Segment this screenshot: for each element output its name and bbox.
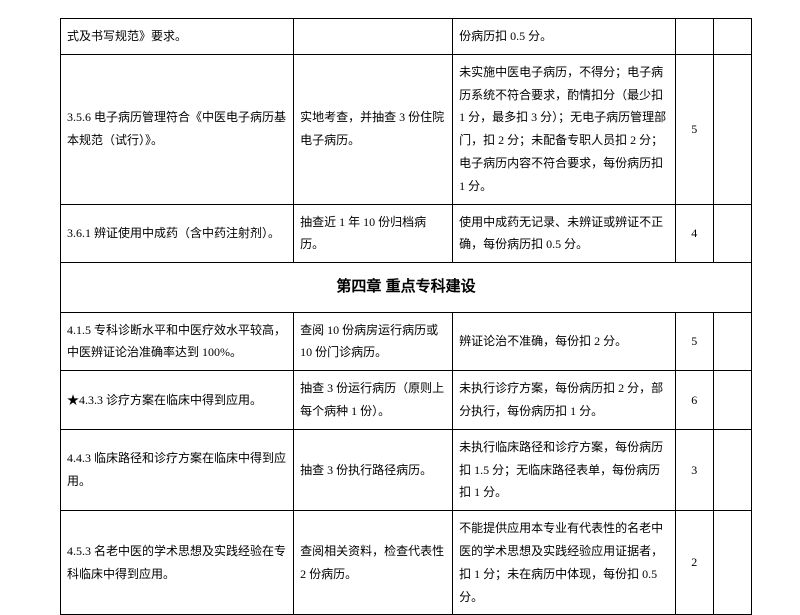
cell-c5	[713, 54, 751, 204]
cell-c5	[713, 19, 751, 55]
cell-c4: 5	[675, 312, 713, 371]
table-row: 式及书写规范》要求。 份病历扣 0.5 分。	[61, 19, 752, 55]
table-row: 4.1.5 专科诊断水平和中医疗效水平较高，中医辨证论治准确率达到 100%。查…	[61, 312, 752, 371]
cell-c5	[713, 511, 751, 615]
cell-c2	[294, 19, 453, 55]
cell-c3: 未实施中医电子病历，不得分；电子病历系统不符合要求，酌情扣分（最少扣 1 分，最…	[453, 54, 676, 204]
table-row: 3.5.6 电子病历管理符合《中医电子病历基本规范（试行）》。实地考查，并抽查 …	[61, 54, 752, 204]
cell-c4: 6	[675, 371, 713, 430]
cell-c1: 3.5.6 电子病历管理符合《中医电子病历基本规范（试行）》。	[61, 54, 294, 204]
section-header: 第四章 重点专科建设	[61, 263, 752, 313]
cell-c1: ★4.3.3 诊疗方案在临床中得到应用。	[61, 371, 294, 430]
cell-c4	[675, 19, 713, 55]
cell-c5	[713, 429, 751, 510]
cell-c3: 不能提供应用本专业有代表性的名老中医的学术思想及实践经验应用证据者，扣 1 分；…	[453, 511, 676, 615]
cell-c5	[713, 371, 751, 430]
cell-c2: 抽查 3 份运行病历（原则上每个病种 1 份）。	[294, 371, 453, 430]
cell-c1: 4.5.3 名老中医的学术思想及实践经验在专科临床中得到应用。	[61, 511, 294, 615]
cell-c3: 辨证论治不准确，每份扣 2 分。	[453, 312, 676, 371]
cell-c2: 抽查 3 份执行路径病历。	[294, 429, 453, 510]
table-row: 4.5.3 名老中医的学术思想及实践经验在专科临床中得到应用。查阅相关资料，检查…	[61, 511, 752, 615]
cell-c2: 查阅相关资料，检查代表性 2 份病历。	[294, 511, 453, 615]
cell-c4: 5	[675, 54, 713, 204]
cell-c2: 查阅 10 份病房运行病历或 10 份门诊病历。	[294, 312, 453, 371]
cell-c4: 3	[675, 429, 713, 510]
cell-c5	[713, 204, 751, 263]
cell-c2: 抽查近 1 年 10 份归档病历。	[294, 204, 453, 263]
table-row: 第四章 重点专科建设	[61, 263, 752, 313]
cell-c1: 4.1.5 专科诊断水平和中医疗效水平较高，中医辨证论治准确率达到 100%。	[61, 312, 294, 371]
table-row: 3.6.1 辨证使用中成药（含中药注射剂）。抽查近 1 年 10 份归档病历。使…	[61, 204, 752, 263]
cell-c2: 实地考查，并抽查 3 份住院电子病历。	[294, 54, 453, 204]
cell-c3: 未执行临床路径和诊疗方案，每份病历扣 1.5 分；无临床路径表单，每份病历扣 1…	[453, 429, 676, 510]
cell-c1: 式及书写规范》要求。	[61, 19, 294, 55]
cell-c1: 4.4.3 临床路径和诊疗方案在临床中得到应用。	[61, 429, 294, 510]
cell-c3: 份病历扣 0.5 分。	[453, 19, 676, 55]
cell-c3: 未执行诊疗方案，每份病历扣 2 分，部分执行，每份病历扣 1 分。	[453, 371, 676, 430]
cell-c5	[713, 312, 751, 371]
cell-c4: 2	[675, 511, 713, 615]
cell-c4: 4	[675, 204, 713, 263]
page-container: 式及书写规范》要求。份病历扣 0.5 分。3.5.6 电子病历管理符合《中医电子…	[0, 0, 800, 566]
table-row: 4.4.3 临床路径和诊疗方案在临床中得到应用。抽查 3 份执行路径病历。未执行…	[61, 429, 752, 510]
cell-c3: 使用中成药无记录、未辨证或辨证不正确，每份病历扣 0.5 分。	[453, 204, 676, 263]
cell-c1: 3.6.1 辨证使用中成药（含中药注射剂）。	[61, 204, 294, 263]
evaluation-table: 式及书写规范》要求。份病历扣 0.5 分。3.5.6 电子病历管理符合《中医电子…	[60, 18, 752, 615]
table-row: ★4.3.3 诊疗方案在临床中得到应用。抽查 3 份运行病历（原则上每个病种 1…	[61, 371, 752, 430]
table-body: 式及书写规范》要求。份病历扣 0.5 分。3.5.6 电子病历管理符合《中医电子…	[61, 19, 752, 615]
